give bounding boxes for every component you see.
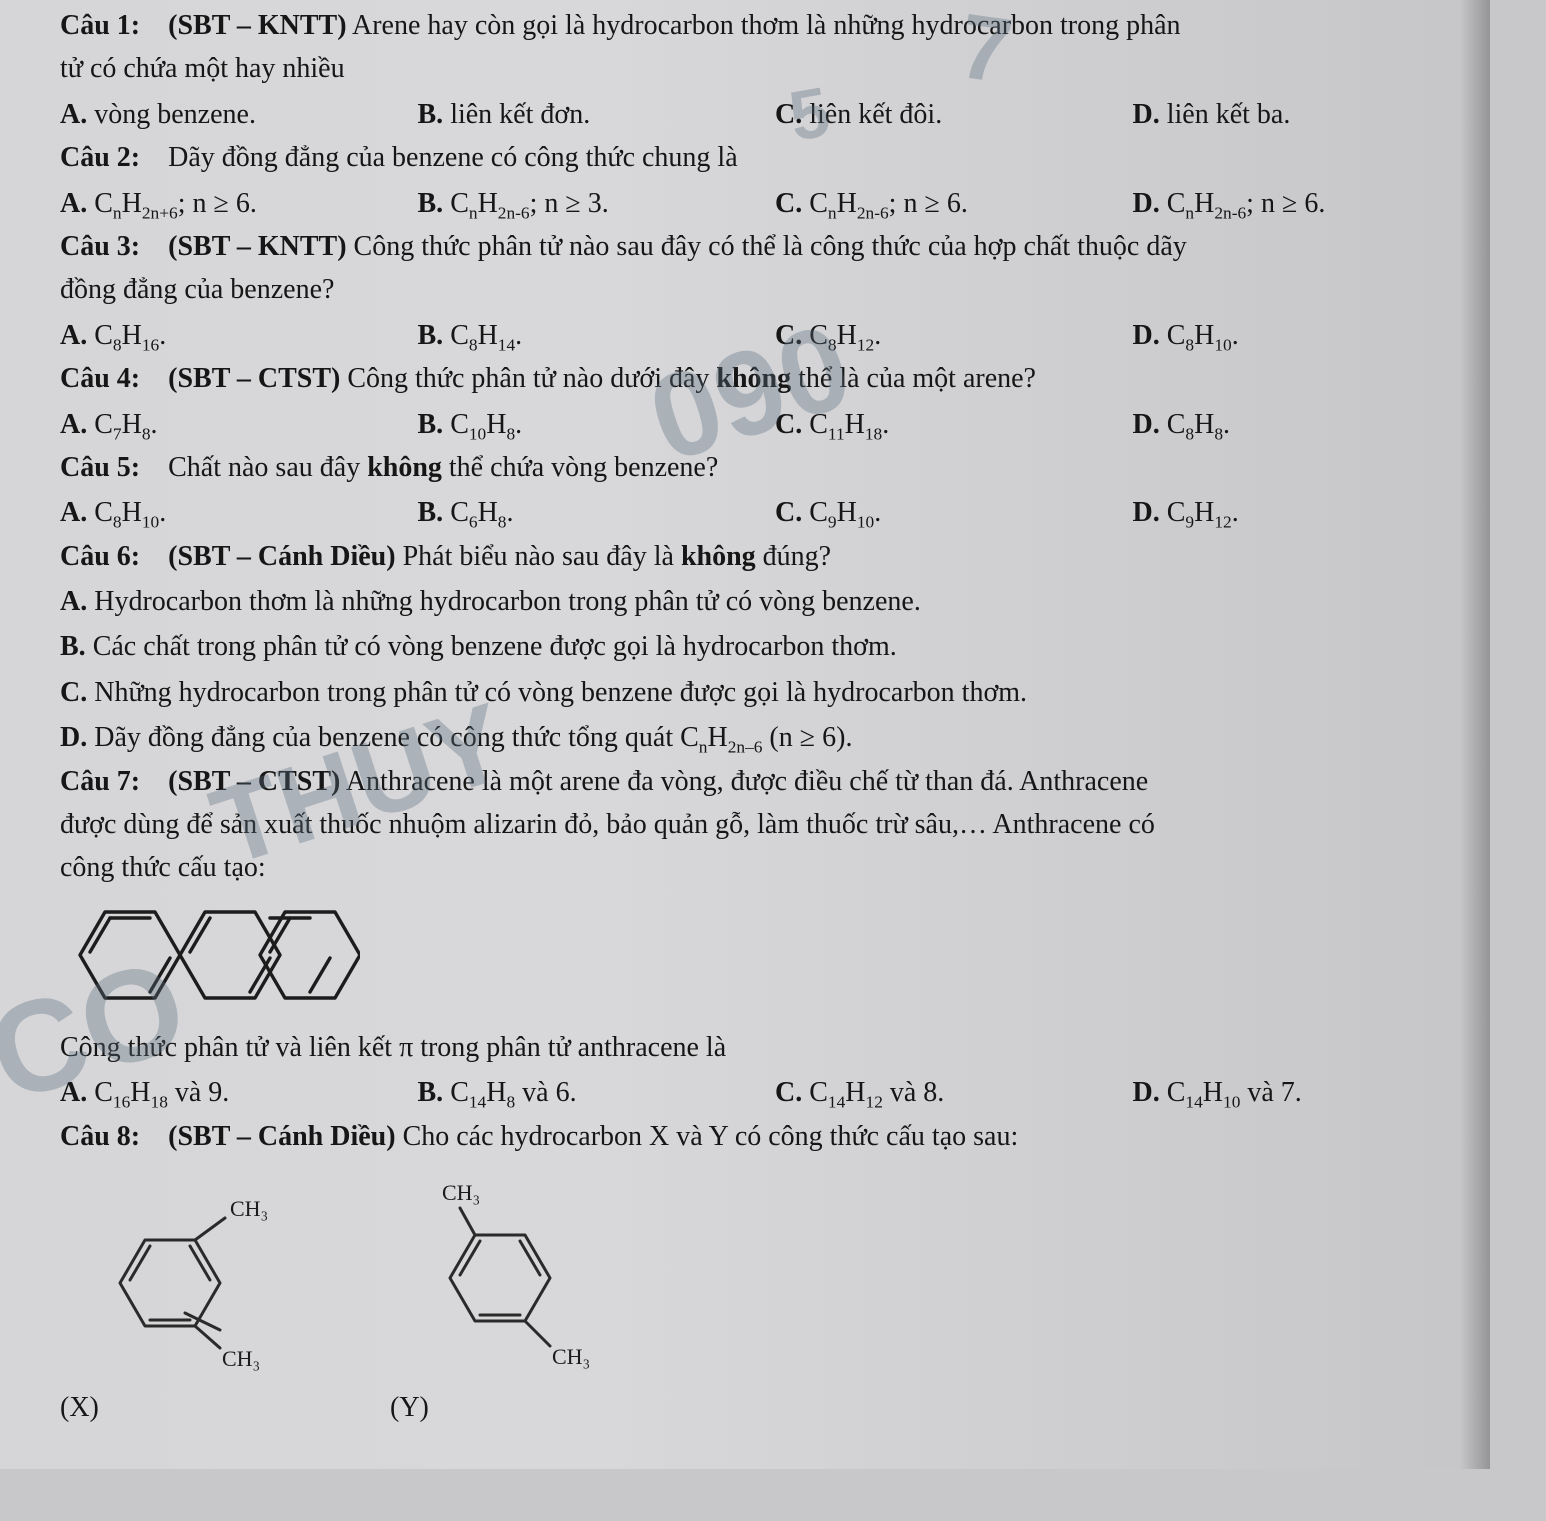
q2-option-b: B. CnH2n-6; n ≥ 3. bbox=[418, 182, 736, 225]
q7-after: Công thức phân tử và liên kết π trong ph… bbox=[60, 1026, 1450, 1069]
q4-option-c: C. C11H18. bbox=[775, 403, 1093, 446]
q8-stem: Cho các hydrocarbon X và Y có công thức … bbox=[403, 1121, 1019, 1152]
q6-option-d: D. Dãy đồng đẳng của benzene có công thứ… bbox=[60, 716, 1450, 759]
structure-x: CH₃ CH₃ (X) bbox=[60, 1188, 270, 1429]
q4-option-b: B. C10H8. bbox=[418, 403, 736, 446]
structure-y-label: (Y) bbox=[390, 1386, 600, 1429]
q6-stem-post: đúng? bbox=[763, 541, 831, 572]
q7-label: Câu 7: bbox=[60, 766, 140, 797]
q2-option-a: A. CnH2n+6; n ≥ 6. bbox=[60, 182, 378, 225]
q6-option-b: B. Các chất trong phân tử có vòng benzen… bbox=[60, 625, 1450, 668]
q5-stem-pre: Chất nào sau đây bbox=[168, 452, 360, 483]
q5-label: Câu 5: bbox=[60, 452, 140, 483]
q7-option-d: D. C14H10 và 7. bbox=[1133, 1071, 1451, 1114]
q3-stem-1: Công thức phân tử nào sau đây có thể là … bbox=[354, 231, 1187, 262]
structure-x-label: (X) bbox=[60, 1386, 270, 1429]
q7-source: (SBT – CTST) bbox=[168, 766, 340, 797]
question-4: Câu 4: (SBT – CTST) Công thức phân tử nà… bbox=[60, 357, 1450, 446]
p-xylene-icon: CH₃ CH₃ bbox=[390, 1168, 600, 1378]
q7-stem-3: công thức cấu tạo: bbox=[60, 846, 1450, 889]
q1-option-c: C. liên kết đôi. bbox=[775, 93, 1093, 136]
exam-page: 5 7 090 THUY CO Câu 1: (SBT – KNTT) Aren… bbox=[0, 0, 1490, 1469]
q5-stem-post: thể chứa vòng benzene? bbox=[449, 452, 718, 483]
q4-option-d: D. C8H8. bbox=[1133, 403, 1451, 446]
q2-stem: Dãy đồng đẳng của benzene có công thức c… bbox=[168, 142, 738, 173]
question-5: Câu 5: Chất nào sau đây không thể chứa v… bbox=[60, 446, 1450, 535]
question-6: Câu 6: (SBT – Cánh Diều) Phát biểu nào s… bbox=[60, 535, 1450, 760]
q4-label: Câu 4: bbox=[60, 363, 140, 394]
q2-option-c: C. CnH2n-6; n ≥ 6. bbox=[775, 182, 1093, 225]
q5-option-d: D. C9H12. bbox=[1133, 491, 1451, 534]
q1-option-d: D. liên kết ba. bbox=[1133, 93, 1451, 136]
o-xylene-icon: CH₃ CH₃ bbox=[60, 1188, 270, 1378]
q4-option-a: A. C7H8. bbox=[60, 403, 378, 446]
q1-option-a: A. vòng benzene. bbox=[60, 93, 378, 136]
q6-source: (SBT – Cánh Diều) bbox=[168, 541, 395, 572]
q2-option-d: D. CnH2n-6; n ≥ 6. bbox=[1133, 182, 1451, 225]
q3-option-a: A. C8H16. bbox=[60, 314, 378, 357]
q7-stem-1: Anthracene là một arene đa vòng, được đi… bbox=[346, 766, 1148, 797]
q6-label: Câu 6: bbox=[60, 541, 140, 572]
q5-option-a: A. C8H10. bbox=[60, 491, 378, 534]
structure-y: CH₃ CH₃ (Y) bbox=[390, 1168, 600, 1429]
q1-stem-2: tử có chứa một hay nhiều bbox=[60, 47, 1450, 90]
q4-source: (SBT – CTST) bbox=[168, 363, 340, 394]
q6-option-c: C. Những hydrocarbon trong phân tử có vò… bbox=[60, 671, 1450, 714]
q7-option-b: B. C14H8 và 6. bbox=[418, 1071, 736, 1114]
q3-option-b: B. C8H14. bbox=[418, 314, 736, 357]
q8-source: (SBT – Cánh Diều) bbox=[168, 1121, 395, 1152]
q7-stem-2: được dùng để sản xuất thuốc nhuộm alizar… bbox=[60, 803, 1450, 846]
q1-label: Câu 1: bbox=[60, 10, 140, 41]
q3-label: Câu 3: bbox=[60, 231, 140, 262]
q1-stem-1: Arene hay còn gọi là hydrocarbon thơm là… bbox=[352, 10, 1181, 41]
ch3-label: CH₃ bbox=[552, 1344, 590, 1369]
ch3-label: CH₃ bbox=[442, 1180, 480, 1205]
q7-option-c: C. C14H12 và 8. bbox=[775, 1071, 1093, 1114]
question-2: Câu 2: Dãy đồng đẳng của benzene có công… bbox=[60, 136, 1450, 225]
q7-option-a: A. C16H18 và 9. bbox=[60, 1071, 378, 1114]
page-right-shadow bbox=[1460, 0, 1490, 1469]
q6-stem-pre: Phát biểu nào sau đây là bbox=[403, 541, 674, 572]
ch3-label: CH₃ bbox=[230, 1196, 268, 1221]
q3-option-d: D. C8H10. bbox=[1133, 314, 1451, 357]
anthracene-structure-icon bbox=[60, 890, 360, 1020]
q4-stem-bold: không bbox=[716, 363, 791, 394]
q6-option-a: A. Hydrocarbon thơm là những hydrocarbon… bbox=[60, 580, 1450, 623]
q5-option-b: B. C6H8. bbox=[418, 491, 736, 534]
q4-stem-after: thể là của một arene? bbox=[798, 363, 1036, 394]
q4-stem-pre: Công thức phân tử nào dưới đây bbox=[347, 363, 709, 394]
q6-stem-bold: không bbox=[681, 541, 756, 572]
q5-option-c: C. C9H10. bbox=[775, 491, 1093, 534]
q1-source: (SBT – KNTT) bbox=[168, 10, 346, 41]
question-8: Câu 8: (SBT – Cánh Diều) Cho các hydroca… bbox=[60, 1115, 1450, 1430]
q3-option-c: C. C8H12. bbox=[775, 314, 1093, 357]
q1-option-b: B. liên kết đơn. bbox=[418, 93, 736, 136]
q5-stem-bold: không bbox=[367, 452, 442, 483]
q3-stem-2: đồng đẳng của benzene? bbox=[60, 268, 1450, 311]
q8-label: Câu 8: bbox=[60, 1121, 140, 1152]
question-7: Câu 7: (SBT – CTST) Anthracene là một ar… bbox=[60, 760, 1450, 1115]
q3-source: (SBT – KNTT) bbox=[168, 231, 346, 262]
question-1: Câu 1: (SBT – KNTT) Arene hay còn gọi là… bbox=[60, 4, 1450, 136]
ch3-label: CH₃ bbox=[222, 1346, 260, 1371]
q2-label: Câu 2: bbox=[60, 142, 140, 173]
question-3: Câu 3: (SBT – KNTT) Công thức phân tử nà… bbox=[60, 225, 1450, 357]
